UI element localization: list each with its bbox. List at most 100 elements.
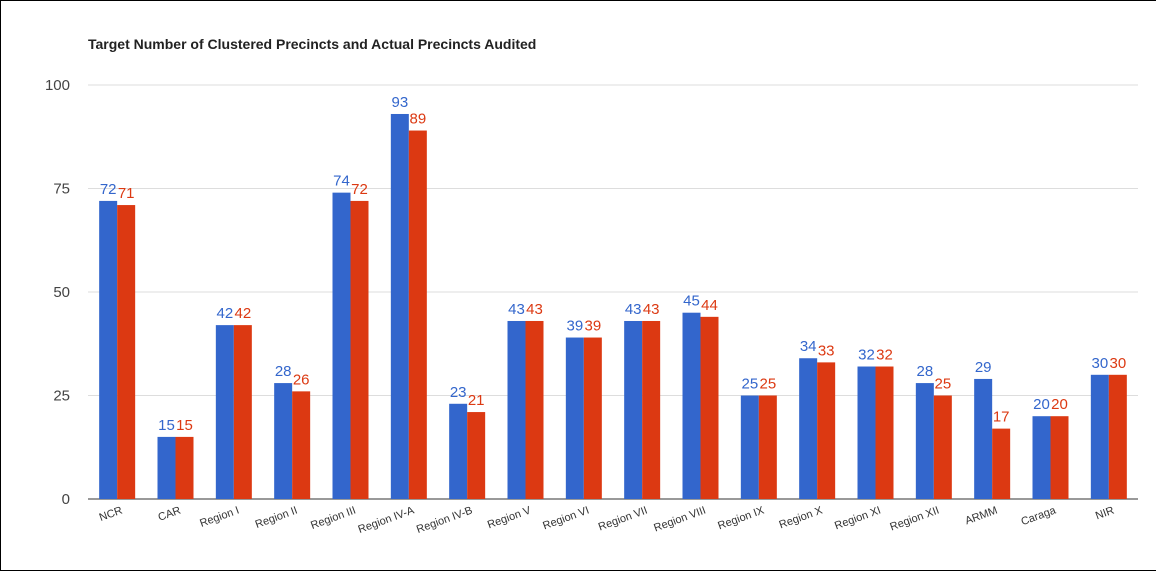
x-tick-label: Region II (254, 505, 299, 531)
data-label-series-1: 45 (683, 293, 700, 310)
bar-series-2 (583, 337, 602, 499)
data-label-series-2: 33 (818, 342, 835, 359)
bar-series-1 (507, 320, 526, 499)
bar-series-1 (1032, 416, 1051, 499)
bar-series-1 (740, 395, 759, 499)
y-tick-label: 100 (45, 77, 70, 94)
data-label-series-2: 25 (759, 376, 776, 393)
x-tick-label: Region VI (541, 505, 591, 533)
data-label-series-2: 25 (934, 376, 951, 393)
bar-series-2 (292, 391, 311, 499)
y-tick-label: 75 (53, 181, 70, 198)
bar-series-2 (525, 320, 544, 499)
x-tick-label: CAR (157, 505, 183, 524)
data-label-series-1: 15 (158, 417, 175, 434)
bar-series-2 (1108, 374, 1127, 499)
bar-series-1 (99, 200, 118, 500)
x-tick-label: Region IV-A (357, 504, 417, 536)
y-tick-label: 0 (62, 491, 70, 508)
data-label-series-2: 42 (234, 305, 251, 322)
data-label-series-1: 72 (100, 181, 117, 198)
data-label-series-2: 43 (526, 301, 543, 318)
bar-series-2 (117, 205, 136, 499)
data-label-series-1: 20 (1033, 396, 1050, 413)
data-label-series-1: 43 (508, 301, 525, 318)
bar-series-2 (758, 395, 777, 499)
x-tick-label: ARMM (964, 505, 1000, 528)
data-label-series-2: 39 (584, 318, 601, 335)
data-label-series-1: 93 (391, 94, 408, 111)
data-label-series-1: 42 (216, 305, 233, 322)
x-tick-label: Region V (486, 504, 533, 531)
bar-series-1 (332, 192, 351, 499)
bar-series-1 (565, 337, 584, 499)
data-label-series-1: 74 (333, 173, 350, 190)
bar-series-2 (933, 395, 952, 499)
data-label-series-2: 32 (876, 347, 893, 364)
bar-series-1 (449, 403, 468, 499)
data-label-series-2: 30 (1109, 355, 1126, 372)
x-tick-label: Region I (198, 505, 241, 530)
data-label-series-1: 23 (450, 384, 467, 401)
y-axis: 0 25 50 75 100 (45, 77, 70, 508)
x-tick-label: Region XI (833, 505, 883, 533)
data-label-series-2: 44 (701, 297, 718, 314)
bar-series-2 (1050, 416, 1069, 499)
data-label-series-1: 28 (916, 363, 933, 380)
data-label-series-2: 89 (409, 111, 426, 128)
x-tick-label: NCR (98, 505, 125, 524)
bar-series-2 (408, 130, 427, 500)
data-label-series-1: 25 (741, 376, 758, 393)
x-axis: NCR CAR Region I Region II Region III Region … (98, 504, 1116, 536)
bar-series-1 (857, 366, 876, 499)
bar-series-2 (350, 200, 369, 500)
data-label-series-1: 39 (566, 318, 583, 335)
data-label-series-2: 17 (993, 409, 1010, 426)
x-tick-label: Region VII (597, 505, 649, 534)
bar-series-1 (624, 320, 643, 499)
bar-series-1 (274, 383, 293, 499)
bar-series-2 (467, 412, 486, 499)
data-label-series-1: 29 (975, 359, 992, 376)
y-tick-label: 25 (53, 388, 70, 405)
bar-series-2 (700, 316, 719, 499)
data-label-series-2: 72 (351, 181, 368, 198)
x-tick-label: Region III (309, 505, 357, 532)
gridlines (88, 84, 1138, 500)
data-label-series-1: 32 (858, 347, 875, 364)
bar-series-2 (642, 320, 661, 499)
bar-series-1 (390, 113, 409, 499)
bar-series-1 (799, 358, 818, 499)
data-label-series-2: 21 (468, 392, 485, 409)
bar-series-2 (233, 325, 252, 499)
x-tick-label: Caraga (1020, 504, 1059, 528)
bar-series-1 (1090, 374, 1109, 499)
bar-series-2 (875, 366, 894, 499)
data-label-series-2: 20 (1051, 396, 1068, 413)
data-label-series-2: 71 (118, 185, 135, 202)
data-label-series-1: 34 (800, 338, 817, 355)
y-tick-label: 50 (53, 284, 70, 301)
bar-series-2 (817, 362, 836, 499)
x-tick-label: Region VIII (652, 505, 707, 535)
data-label-series-2: 43 (643, 301, 660, 318)
bar-series-2 (992, 428, 1011, 499)
data-label-series-1: 43 (625, 301, 642, 318)
chart-title: Target Number of Clustered Precincts and… (88, 36, 537, 52)
x-tick-label: Region XII (888, 505, 940, 534)
data-label-series-2: 15 (176, 417, 193, 434)
bar-series-1 (157, 436, 176, 499)
x-tick-label: NIR (1094, 505, 1116, 523)
x-tick-label: Region X (778, 504, 825, 531)
data-label-series-1: 30 (1091, 355, 1108, 372)
bars (99, 113, 1127, 500)
bar-series-1 (682, 312, 701, 499)
bar-series-1 (915, 383, 934, 499)
bar-series-1 (974, 378, 993, 499)
x-tick-label: Region IX (716, 504, 766, 532)
x-tick-label: Region IV-B (415, 505, 474, 536)
bar-series-1 (215, 325, 234, 499)
data-label-series-1: 28 (275, 363, 292, 380)
